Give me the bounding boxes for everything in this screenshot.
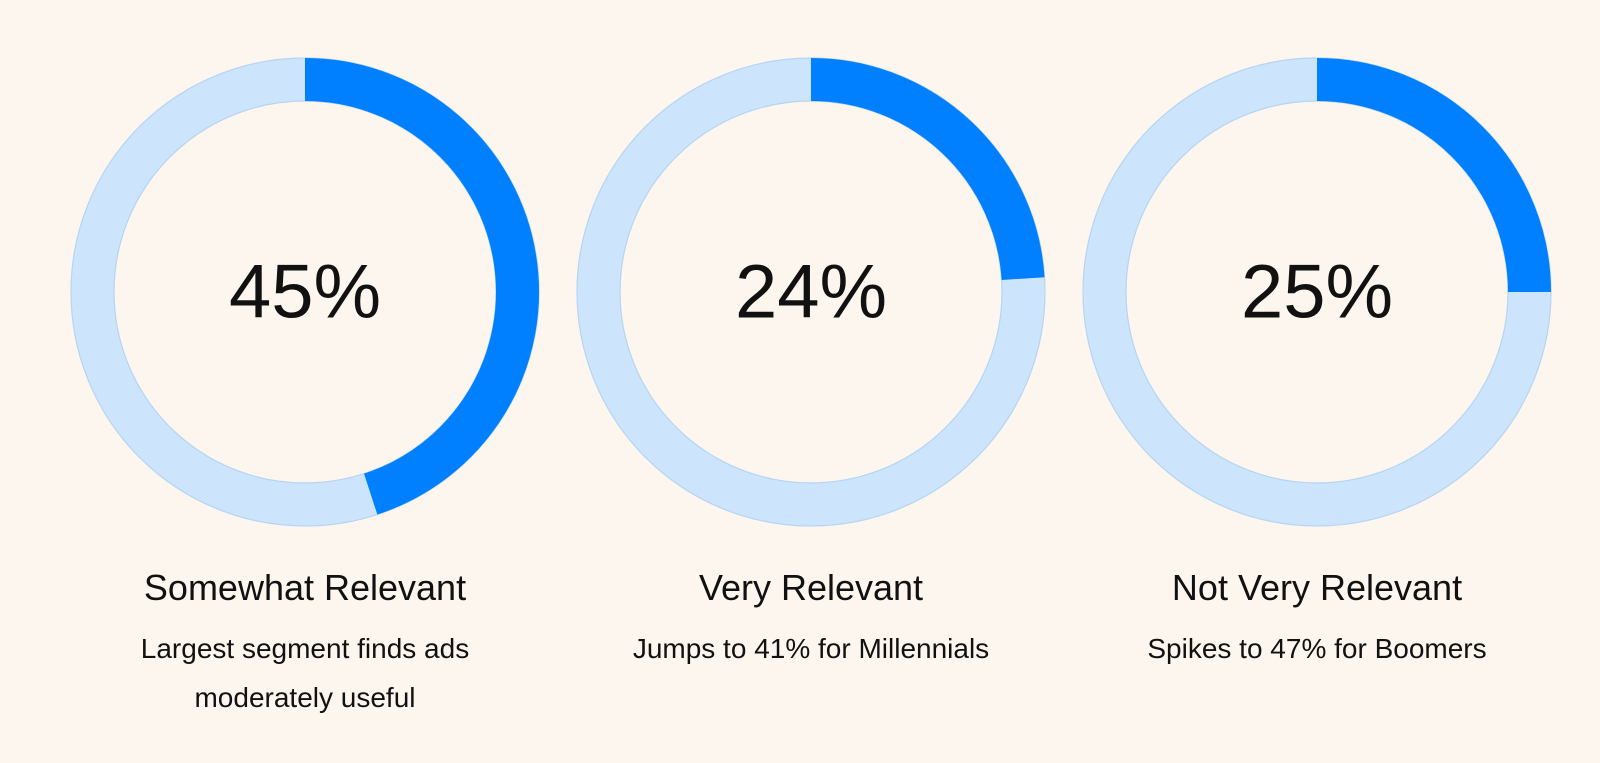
donut-track-inner-edge <box>113 100 497 484</box>
donut-title: Somewhat Relevant <box>143 567 467 608</box>
donut-note: Jumps to 41% for Millennials <box>632 633 990 664</box>
donut-somewhat-relevant: 45% <box>70 57 540 527</box>
donut-label-somewhat-relevant: Somewhat Relevant Largest segment finds … <box>75 566 535 722</box>
donut-value-arc <box>810 58 1045 281</box>
donut-label-very-relevant: Very Relevant Jumps to 41% for Millennia… <box>581 566 1041 673</box>
donut-percent-label: 45% <box>229 250 381 335</box>
donut-note: Largest segment finds ads moderately use… <box>140 633 470 713</box>
donut-label-not-very-relevant: Not Very Relevant Spikes to 47% for Boom… <box>1087 566 1547 673</box>
donut-percent-label: 25% <box>1241 250 1393 335</box>
donut-value-arc <box>304 58 539 515</box>
donut-very-relevant: 24% <box>576 57 1046 527</box>
donut-value-arc <box>1316 58 1551 293</box>
donut-title: Very Relevant <box>698 567 924 608</box>
donut-not-very-relevant: 25% <box>1082 57 1552 527</box>
donut-title: Not Very Relevant <box>1171 567 1463 608</box>
donut-note: Spikes to 47% for Boomers <box>1147 633 1487 664</box>
donut-percent-label: 24% <box>735 250 887 335</box>
